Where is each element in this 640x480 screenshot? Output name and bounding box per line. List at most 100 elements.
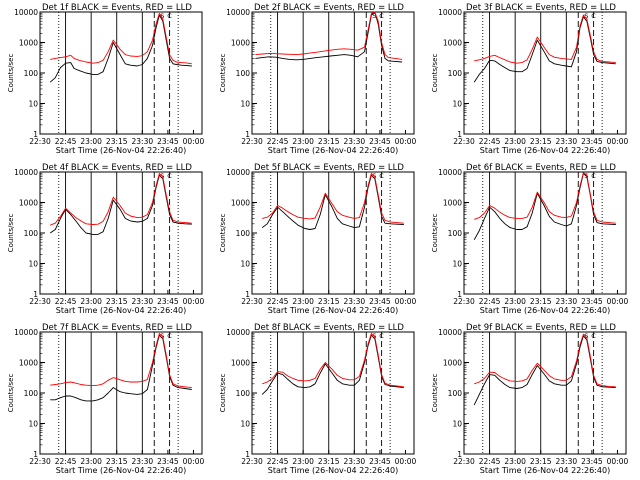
- panel-title: Det 1f BLACK = Events, RED = LLD: [42, 3, 192, 13]
- series-line-events: [49, 174, 192, 235]
- x-axis-label: Start Time (26-Nov-04 22:26:40): [268, 306, 398, 315]
- y-tick-label: 10: [240, 420, 250, 429]
- x-tick-label: 23:45: [369, 297, 391, 306]
- x-tick-label: 23:45: [157, 137, 179, 146]
- x-tick-label: 22:45: [267, 137, 289, 146]
- series-line-lld: [50, 332, 192, 389]
- panel-title: Det 2f BLACK = Events, RED = LLD: [254, 3, 404, 13]
- y-tick-label: 10000: [14, 168, 38, 177]
- x-tick-label: 00:00: [183, 297, 205, 306]
- x-tick-label: 23:30: [344, 457, 366, 466]
- x-tick-label: 23:45: [581, 457, 603, 466]
- y-tick-label: 1: [457, 450, 462, 459]
- x-axis-label: Start Time (26-Nov-04 22:26:40): [268, 146, 398, 155]
- series-line-events: [261, 174, 404, 230]
- series-line-lld: [262, 332, 404, 388]
- y-tick-label: 10: [28, 420, 38, 429]
- y-tick-label: 10000: [438, 168, 462, 177]
- y-tick-label: 1: [33, 450, 38, 459]
- y-tick-label: 10: [28, 260, 38, 269]
- marker-label: C: [167, 332, 172, 340]
- x-tick-label: 00:00: [607, 297, 629, 306]
- x-tick-label: 22:30: [29, 297, 51, 306]
- y-axis-label: Counts/sec: [431, 214, 439, 253]
- series-line-events: [50, 334, 192, 402]
- panel-title: Det 9f BLACK = Events, RED = LLD: [466, 323, 616, 333]
- panel-5: Det 5f BLACK = Events, RED = LLD 1 10 100 10…: [219, 163, 417, 315]
- y-tick-label: 1000: [231, 199, 250, 208]
- panel-1: Det 1f BLACK = Events, RED = LLD 1 10 100 10…: [7, 3, 205, 155]
- marker-label: S: [584, 332, 588, 340]
- marker-label: C: [167, 12, 172, 20]
- x-tick-label: 22:45: [55, 137, 77, 146]
- y-tick-label: 100: [236, 229, 251, 238]
- x-tick-label: 23:30: [556, 297, 578, 306]
- y-tick-label: 1000: [19, 39, 38, 48]
- x-tick-label: 22:30: [453, 137, 475, 146]
- x-tick-label: 23:15: [530, 297, 552, 306]
- panel-title: Det 4f BLACK = Events, RED = LLD: [42, 163, 192, 173]
- y-tick-label: 100: [24, 389, 39, 398]
- x-tick-label: 22:30: [29, 137, 51, 146]
- series-line-lld: [50, 172, 192, 226]
- series-line-lld: [474, 14, 616, 64]
- x-tick-label: 23:15: [106, 137, 128, 146]
- x-axis-label: Start Time (26-Nov-04 22:26:40): [480, 146, 610, 155]
- panel-6: Det 6f BLACK = Events, RED = LLD 1 10 100 10…: [431, 163, 629, 315]
- y-axis-label: Counts/sec: [7, 214, 15, 253]
- x-tick-label: 23:15: [106, 457, 128, 466]
- x-tick-label: 23:30: [344, 137, 366, 146]
- x-tick-label: 00:00: [395, 137, 417, 146]
- panel-title: Det 6f BLACK = Events, RED = LLD: [466, 163, 616, 173]
- series-line-lld: [255, 11, 403, 60]
- x-tick-label: 23:30: [132, 297, 154, 306]
- x-tick-label: 23:15: [106, 297, 128, 306]
- y-axis-label: Counts/sec: [219, 54, 227, 93]
- y-axis-label: Counts/sec: [219, 374, 227, 413]
- x-tick-label: 23:00: [504, 297, 526, 306]
- marker-label: C: [379, 12, 384, 20]
- x-tick-label: 22:30: [453, 297, 475, 306]
- x-tick-label: 22:30: [241, 137, 263, 146]
- x-tick-label: 00:00: [607, 137, 629, 146]
- series-line-lld: [262, 172, 404, 224]
- y-tick-label: 10: [240, 100, 250, 109]
- y-axis-label: Counts/sec: [219, 214, 227, 253]
- y-axis-label: Counts/sec: [7, 54, 15, 93]
- y-tick-label: 1000: [443, 39, 462, 48]
- series-line-events: [473, 172, 616, 241]
- series-line-events: [473, 16, 616, 83]
- x-tick-label: 23:45: [369, 137, 391, 146]
- x-axis-label: Start Time (26-Nov-04 22:26:40): [480, 306, 610, 315]
- x-tick-label: 00:00: [183, 457, 205, 466]
- x-tick-label: 22:45: [55, 297, 77, 306]
- x-tick-label: 22:45: [55, 457, 77, 466]
- x-tick-label: 23:15: [530, 457, 552, 466]
- series-line-lld: [474, 172, 616, 224]
- x-tick-label: 00:00: [183, 137, 205, 146]
- y-tick-label: 1: [457, 290, 462, 299]
- y-tick-label: 10000: [14, 8, 38, 17]
- panel-title: Det 3f BLACK = Events, RED = LLD: [466, 3, 616, 13]
- panel-8: Det 8f BLACK = Events, RED = LLD 1 10 100 10…: [219, 323, 417, 475]
- y-tick-label: 1: [245, 450, 250, 459]
- series-line-events: [473, 335, 616, 406]
- series-line-events: [261, 334, 404, 395]
- series-line-lld: [474, 333, 616, 388]
- y-tick-label: 10000: [14, 328, 38, 337]
- y-tick-label: 1: [245, 290, 250, 299]
- x-tick-label: 22:45: [479, 137, 501, 146]
- x-tick-label: 22:45: [267, 297, 289, 306]
- panel-title: Det 8f BLACK = Events, RED = LLD: [254, 323, 404, 333]
- x-tick-label: 22:30: [241, 297, 263, 306]
- marker-label: C: [379, 172, 384, 180]
- y-tick-label: 1000: [231, 359, 250, 368]
- y-tick-label: 100: [448, 69, 463, 78]
- y-tick-label: 1000: [443, 199, 462, 208]
- x-tick-label: 00:00: [395, 297, 417, 306]
- x-axis-label: Start Time (26-Nov-04 22:26:40): [56, 146, 186, 155]
- marker-label: S: [372, 12, 376, 20]
- x-axis-label: Start Time (26-Nov-04 22:26:40): [480, 466, 610, 475]
- y-tick-label: 10: [240, 260, 250, 269]
